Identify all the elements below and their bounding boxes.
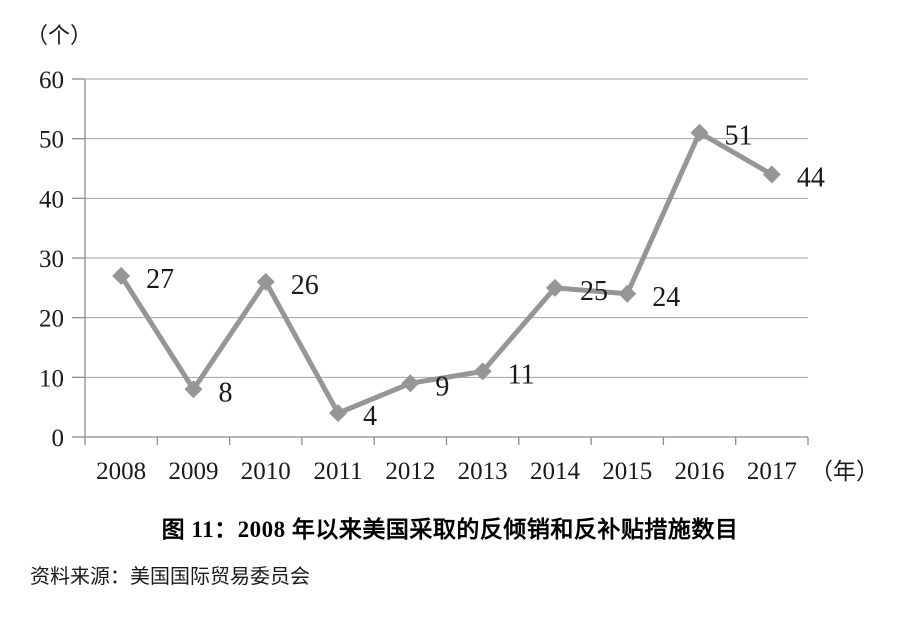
series-markers (112, 123, 781, 423)
data-label: 25 (580, 276, 608, 307)
y-tick-label: 60 (39, 67, 64, 94)
data-point-marker (690, 123, 709, 142)
data-label: 11 (508, 359, 535, 390)
x-tick-label: 2010 (241, 458, 291, 485)
y-axis-labels: 0 10 20 30 40 50 60 (39, 67, 64, 452)
data-point-marker (762, 165, 781, 184)
x-axis-labels: 2008 2009 2010 2011 2012 2013 2014 2015 2016 2017 (96, 458, 797, 485)
x-tick-label: 2015 (602, 458, 652, 485)
data-label: 26 (291, 270, 319, 301)
data-point-marker (618, 284, 637, 303)
y-tick-label: 40 (39, 186, 64, 213)
x-axis-ticks (84, 437, 809, 445)
data-label: 4 (363, 401, 377, 432)
data-point-marker (112, 266, 131, 285)
y-tick-label: 0 (52, 425, 65, 452)
data-label: 9 (435, 371, 449, 402)
data-label: 27 (146, 264, 174, 295)
y-tick-label: 10 (39, 365, 64, 392)
data-labels: 27 8 26 4 9 11 25 24 51 44 (146, 121, 825, 432)
x-axis-unit-label: （年） (810, 459, 879, 484)
data-point-marker (256, 272, 275, 291)
figure-title: 图 11：2008 年以来美国采取的反倾销和反补贴措施数目 (161, 517, 739, 542)
y-axis-ticks (72, 78, 85, 438)
data-label: 8 (218, 377, 232, 408)
y-tick-label: 30 (39, 246, 64, 273)
x-tick-label: 2012 (385, 458, 435, 485)
x-tick-label: 2011 (314, 458, 363, 485)
x-tick-label: 2014 (530, 458, 581, 485)
line-chart: 0 10 20 30 40 50 60 2008 2009 2010 2011 2012 2013 201… (26, 23, 879, 485)
y-tick-label: 50 (39, 127, 64, 154)
x-tick-label: 2016 (675, 458, 725, 485)
x-tick-label: 2013 (458, 458, 508, 485)
x-tick-label: 2009 (168, 458, 218, 485)
y-axis-unit-label: （个） (26, 23, 92, 48)
data-label: 51 (725, 121, 753, 152)
series-line (118, 130, 775, 416)
data-point-marker (473, 362, 492, 381)
x-tick-label: 2008 (96, 458, 146, 485)
data-label: 24 (652, 282, 680, 313)
data-point-marker (184, 380, 203, 399)
data-point-marker (545, 278, 564, 297)
data-point-marker (401, 374, 420, 393)
gridlines (85, 78, 808, 378)
data-point-marker (329, 404, 348, 423)
x-tick-label: 2017 (747, 458, 797, 485)
figure-source: 资料来源：美国国际贸易委员会 (30, 566, 310, 588)
y-tick-label: 20 (39, 306, 64, 333)
data-label: 44 (797, 162, 825, 193)
